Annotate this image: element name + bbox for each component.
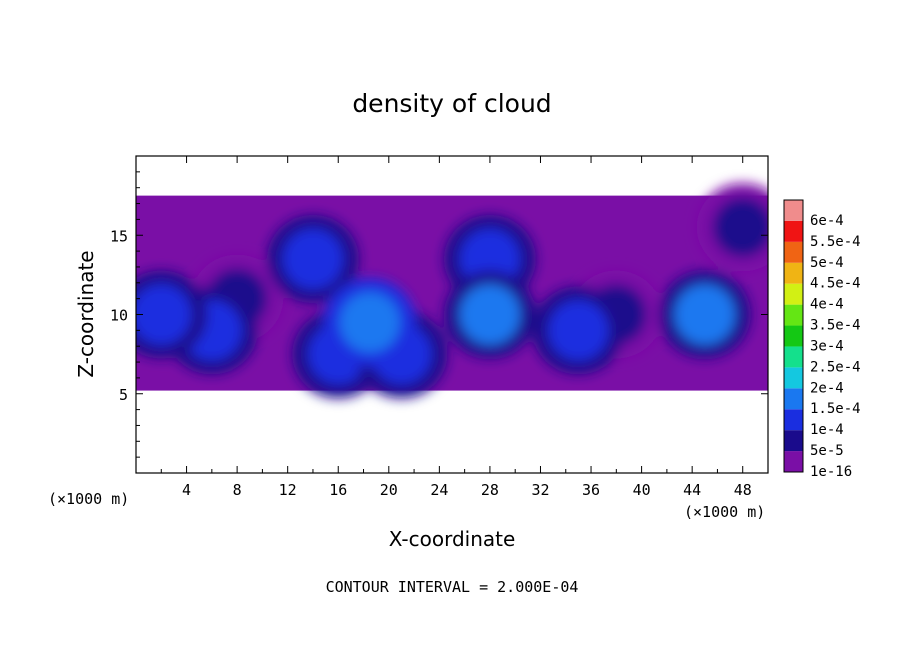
x-tick-label: 8 — [233, 481, 242, 499]
colorbar-swatch — [784, 451, 803, 472]
x-tick-label: 16 — [329, 481, 347, 499]
colorbar-label: 3.5e-4 — [810, 318, 861, 334]
x-tick-label: 24 — [430, 481, 448, 499]
density-cell — [339, 292, 400, 353]
colorbar-label: 5e-4 — [810, 255, 844, 271]
x-tick-label: 48 — [734, 481, 752, 499]
colorbar-swatch — [784, 241, 803, 263]
x-tick-label: 32 — [531, 481, 549, 499]
colorbar-label: 2e-4 — [810, 380, 844, 396]
x-tick-label: 12 — [279, 481, 297, 499]
density-cell — [674, 284, 735, 345]
colorbar-swatch — [784, 367, 803, 389]
colorbar-label: 1e-4 — [810, 422, 844, 438]
colorbar-label: 4e-4 — [810, 297, 844, 313]
contour-interval-note: CONTOUR INTERVAL = 2.000E-04 — [326, 578, 579, 596]
x-unit-right: (×1000 m) — [684, 503, 765, 521]
x-tick-label: 4 — [182, 481, 191, 499]
x-tick-label: 44 — [683, 481, 701, 499]
plot-area — [136, 183, 768, 399]
colorbar-label: 4.5e-4 — [810, 276, 861, 292]
colorbar-label: 1e-16 — [810, 464, 852, 480]
colorbar-label: 2.5e-4 — [810, 359, 861, 375]
colorbar-frame — [783, 199, 804, 473]
x-axis-label: X-coordinate — [389, 527, 516, 551]
y-tick-label: 5 — [119, 386, 128, 404]
colorbar-swatch — [784, 262, 803, 284]
density-cell — [282, 229, 343, 290]
colorbar-swatch — [784, 200, 803, 221]
colorbar-label: 3e-4 — [810, 338, 844, 354]
colorbar-label: 1.5e-4 — [810, 401, 861, 417]
x-tick-label: 40 — [633, 481, 651, 499]
x-tick-label: 28 — [481, 481, 499, 499]
colorbar-swatch — [784, 325, 803, 347]
x-tick-label: 36 — [582, 481, 600, 499]
colorbar-swatch — [784, 304, 803, 326]
y-axis-ticks: 5 10 15 — [110, 171, 768, 458]
x-tick-label: 20 — [380, 481, 398, 499]
colorbar-swatch — [784, 220, 803, 242]
chart-title: density of cloud — [352, 89, 551, 118]
y-tick-label: 10 — [110, 307, 128, 325]
density-cell — [136, 284, 192, 345]
colorbar-label: 5e-5 — [810, 443, 844, 459]
x-unit-left: (×1000 m) — [48, 490, 129, 508]
density-cell — [712, 197, 768, 258]
colorbar-swatch — [784, 283, 803, 305]
colorbar-swatch — [784, 409, 803, 431]
colorbar-swatch — [784, 388, 803, 410]
colorbar-label: 6e-4 — [810, 213, 844, 229]
colorbar-swatch — [784, 346, 803, 368]
y-axis-label: Z-coordinate — [74, 250, 98, 377]
density-cell — [459, 284, 520, 345]
colorbar-swatch — [784, 430, 803, 452]
y-tick-label: 15 — [110, 227, 128, 245]
x-axis-ticks: 4 8 12 16 20 24 28 32 36 40 44 48 — [160, 156, 752, 499]
colorbar-label: 5.5e-4 — [810, 234, 861, 250]
density-cell — [548, 300, 609, 361]
colorbar: 1e-16 5e-5 1e-4 1.5e-4 2e-4 2.5e-4 3e-4 3.5e-4 4… — [783, 199, 861, 480]
